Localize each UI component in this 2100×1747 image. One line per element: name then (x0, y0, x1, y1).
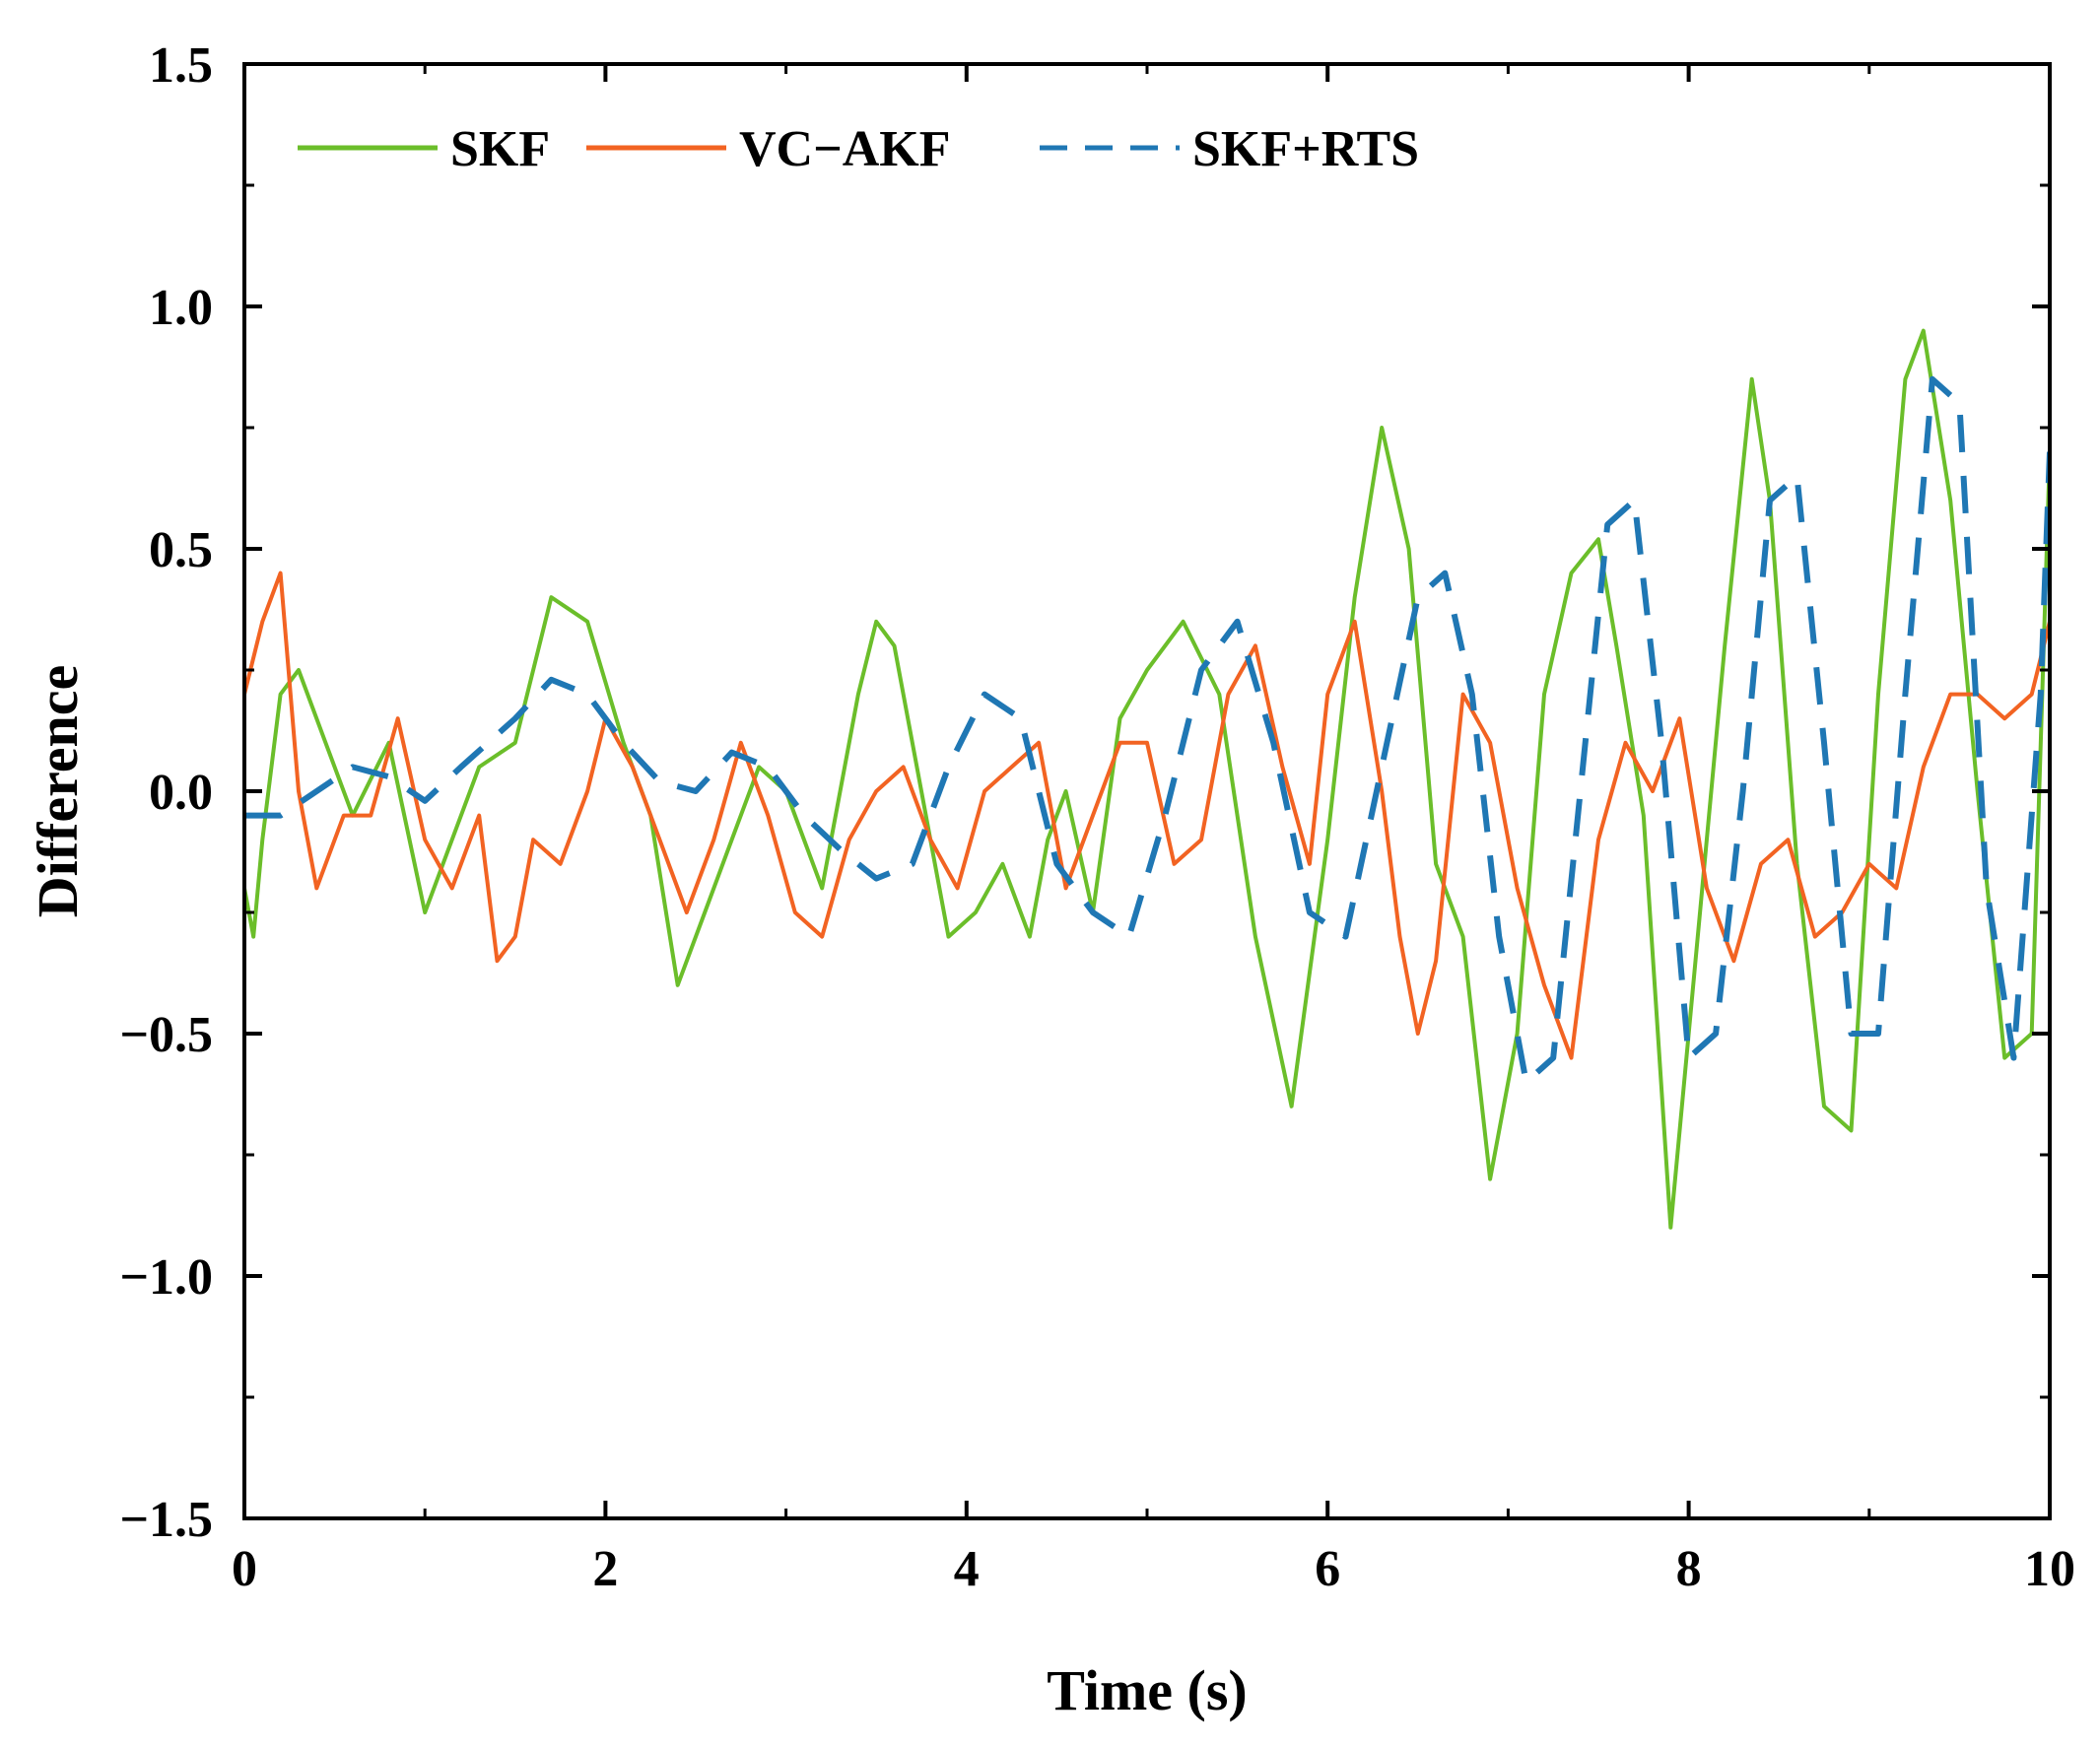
x-tick-label: 4 (954, 1541, 980, 1597)
x-axis-label: Time (s) (1047, 1658, 1248, 1722)
legend: SKF VC−AKF SKF+RTS (298, 121, 1419, 177)
series-line-vc-akf (244, 571, 2050, 1060)
legend-label-skf-rts: SKF+RTS (1192, 121, 1419, 177)
series-layer (244, 328, 2050, 1230)
legend-label-skf: SKF (450, 121, 550, 177)
y-axis-label: Difference (26, 665, 90, 918)
x-tick-label: 0 (232, 1541, 257, 1597)
series-line-skf (244, 328, 2050, 1230)
tick-layer: 0 2 4 6 8 10 1.5 1.0 0.5 0.0 −0.5 −1.0 −1.5 (119, 37, 2075, 1597)
y-tick-label: 1.5 (149, 37, 213, 94)
x-tick-label: 2 (592, 1541, 618, 1597)
series-line-skf-rts (244, 375, 2050, 1086)
y-tick-label: −0.5 (119, 1007, 213, 1063)
y-tick-label: 1.0 (149, 280, 213, 336)
x-tick-label: 8 (1676, 1541, 1702, 1597)
y-tick-label: 0.0 (149, 765, 213, 821)
y-tick-label: −1.0 (119, 1249, 213, 1306)
y-tick-label: 0.5 (149, 522, 213, 578)
legend-label-vc-akf: VC−AKF (739, 121, 951, 177)
y-tick-label: −1.5 (119, 1492, 213, 1548)
x-tick-label: 6 (1315, 1541, 1340, 1597)
x-tick-label: 10 (2024, 1541, 2075, 1597)
